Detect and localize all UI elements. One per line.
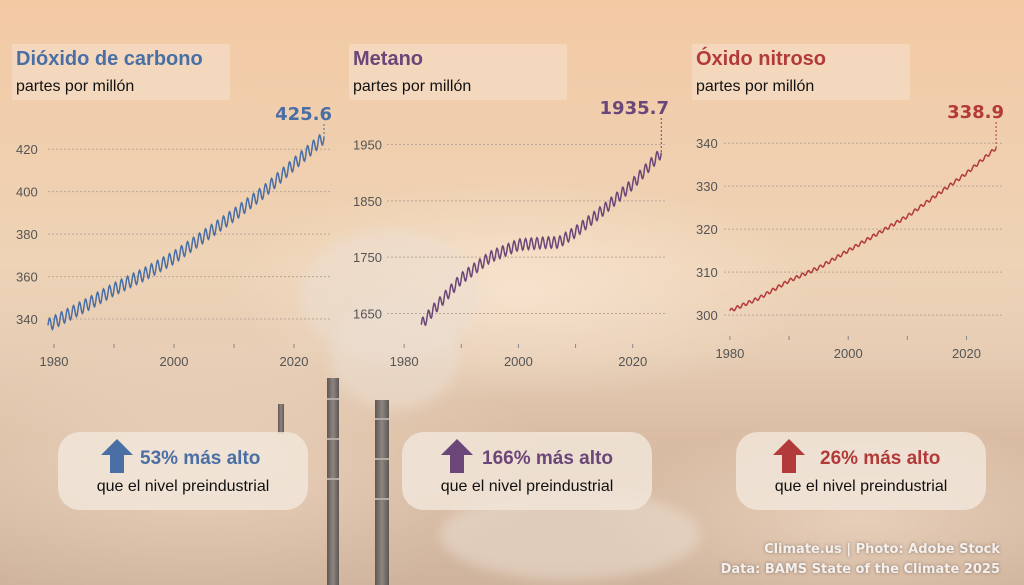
last-value-label: 338.9 bbox=[947, 102, 1004, 123]
title-box bbox=[349, 44, 567, 100]
smokestack bbox=[278, 404, 284, 434]
y-tick-label: 420 bbox=[16, 142, 38, 157]
y-tick-label: 380 bbox=[16, 227, 38, 242]
callout-n2o: 26% más alto que el nivel preindustrial bbox=[736, 432, 986, 510]
callout-note: que el nivel preindustrial bbox=[96, 478, 270, 495]
y-tick-label: 300 bbox=[696, 308, 718, 323]
data-series-line bbox=[420, 150, 663, 327]
data-series-line bbox=[47, 133, 325, 331]
y-tick-label: 1750 bbox=[353, 250, 382, 265]
chart-title: Dióxido de carbono bbox=[16, 48, 203, 70]
x-tick-label: 1980 bbox=[715, 346, 744, 361]
title-box bbox=[692, 44, 910, 100]
x-tick-label: 2000 bbox=[834, 346, 863, 361]
chart-plot: 340 360 380 400 420 1980 2000 2020 425.6 bbox=[16, 104, 332, 369]
y-tick-label: 340 bbox=[696, 136, 718, 151]
callout-note: que el nivel preindustrial bbox=[440, 478, 614, 495]
credit-line: Data: BAMS State of the Climate 2025 bbox=[720, 562, 1000, 577]
y-tick-label: 340 bbox=[16, 312, 38, 327]
up-arrow-icon bbox=[773, 439, 805, 473]
smokestack bbox=[375, 400, 389, 585]
callout-percent: 53% más alto bbox=[140, 448, 261, 469]
chart-plot: 300 310 320 330 340 1980 2000 2020 338.9 bbox=[696, 102, 1004, 361]
chart-title: Metano bbox=[353, 48, 423, 70]
y-tick-label: 1850 bbox=[353, 194, 382, 209]
title-box bbox=[12, 44, 230, 100]
callout-percent: 166% más alto bbox=[482, 448, 613, 469]
smokestack bbox=[327, 378, 339, 585]
chart-title: Óxido nitroso bbox=[696, 48, 826, 70]
x-tick-label: 2000 bbox=[160, 354, 189, 369]
chart-subtitle: partes por millón bbox=[353, 78, 472, 95]
x-tick-label: 2020 bbox=[618, 354, 647, 369]
credit-line: Climate.us | Photo: Adobe Stock bbox=[764, 542, 1000, 557]
y-tick-label: 400 bbox=[16, 185, 38, 200]
x-tick-label: 2020 bbox=[280, 354, 309, 369]
chart-panel-ch4: Metano partes por millón 1650 1750 1850 195… bbox=[349, 44, 669, 384]
y-tick-label: 320 bbox=[696, 222, 718, 237]
chart-panel-co2: Dióxido de carbono partes por millón 340… bbox=[12, 44, 332, 384]
data-series-line bbox=[729, 147, 997, 312]
x-tick-label: 2020 bbox=[952, 346, 981, 361]
y-tick-label: 360 bbox=[16, 270, 38, 285]
y-tick-label: 330 bbox=[696, 179, 718, 194]
last-value-label: 425.6 bbox=[275, 104, 332, 125]
smoke-plume bbox=[330, 300, 460, 410]
chart-subtitle: partes por millón bbox=[696, 78, 815, 95]
up-arrow-icon bbox=[441, 439, 473, 473]
x-tick-label: 2000 bbox=[504, 354, 533, 369]
y-tick-label: 1650 bbox=[353, 306, 382, 321]
callout-ch4: 166% más alto que el nivel preindustrial bbox=[402, 432, 652, 510]
callout-co2: 53% más alto que el nivel preindustrial bbox=[58, 432, 308, 510]
y-tick-label: 310 bbox=[696, 265, 718, 280]
y-tick-label: 1950 bbox=[353, 138, 382, 153]
callout-note: que el nivel preindustrial bbox=[774, 478, 948, 495]
chart-panel-n2o: Óxido nitroso partes por millón 300 310 32… bbox=[692, 44, 1012, 384]
up-arrow-icon bbox=[101, 439, 133, 473]
chart-subtitle: partes por millón bbox=[16, 78, 135, 95]
x-tick-label: 1980 bbox=[390, 354, 419, 369]
callout-percent: 26% más alto bbox=[820, 448, 941, 469]
chart-plot: 1650 1750 1850 1950 1980 2000 2020 1935.7 bbox=[353, 98, 669, 369]
last-value-label: 1935.7 bbox=[600, 98, 669, 119]
x-tick-label: 1980 bbox=[40, 354, 69, 369]
